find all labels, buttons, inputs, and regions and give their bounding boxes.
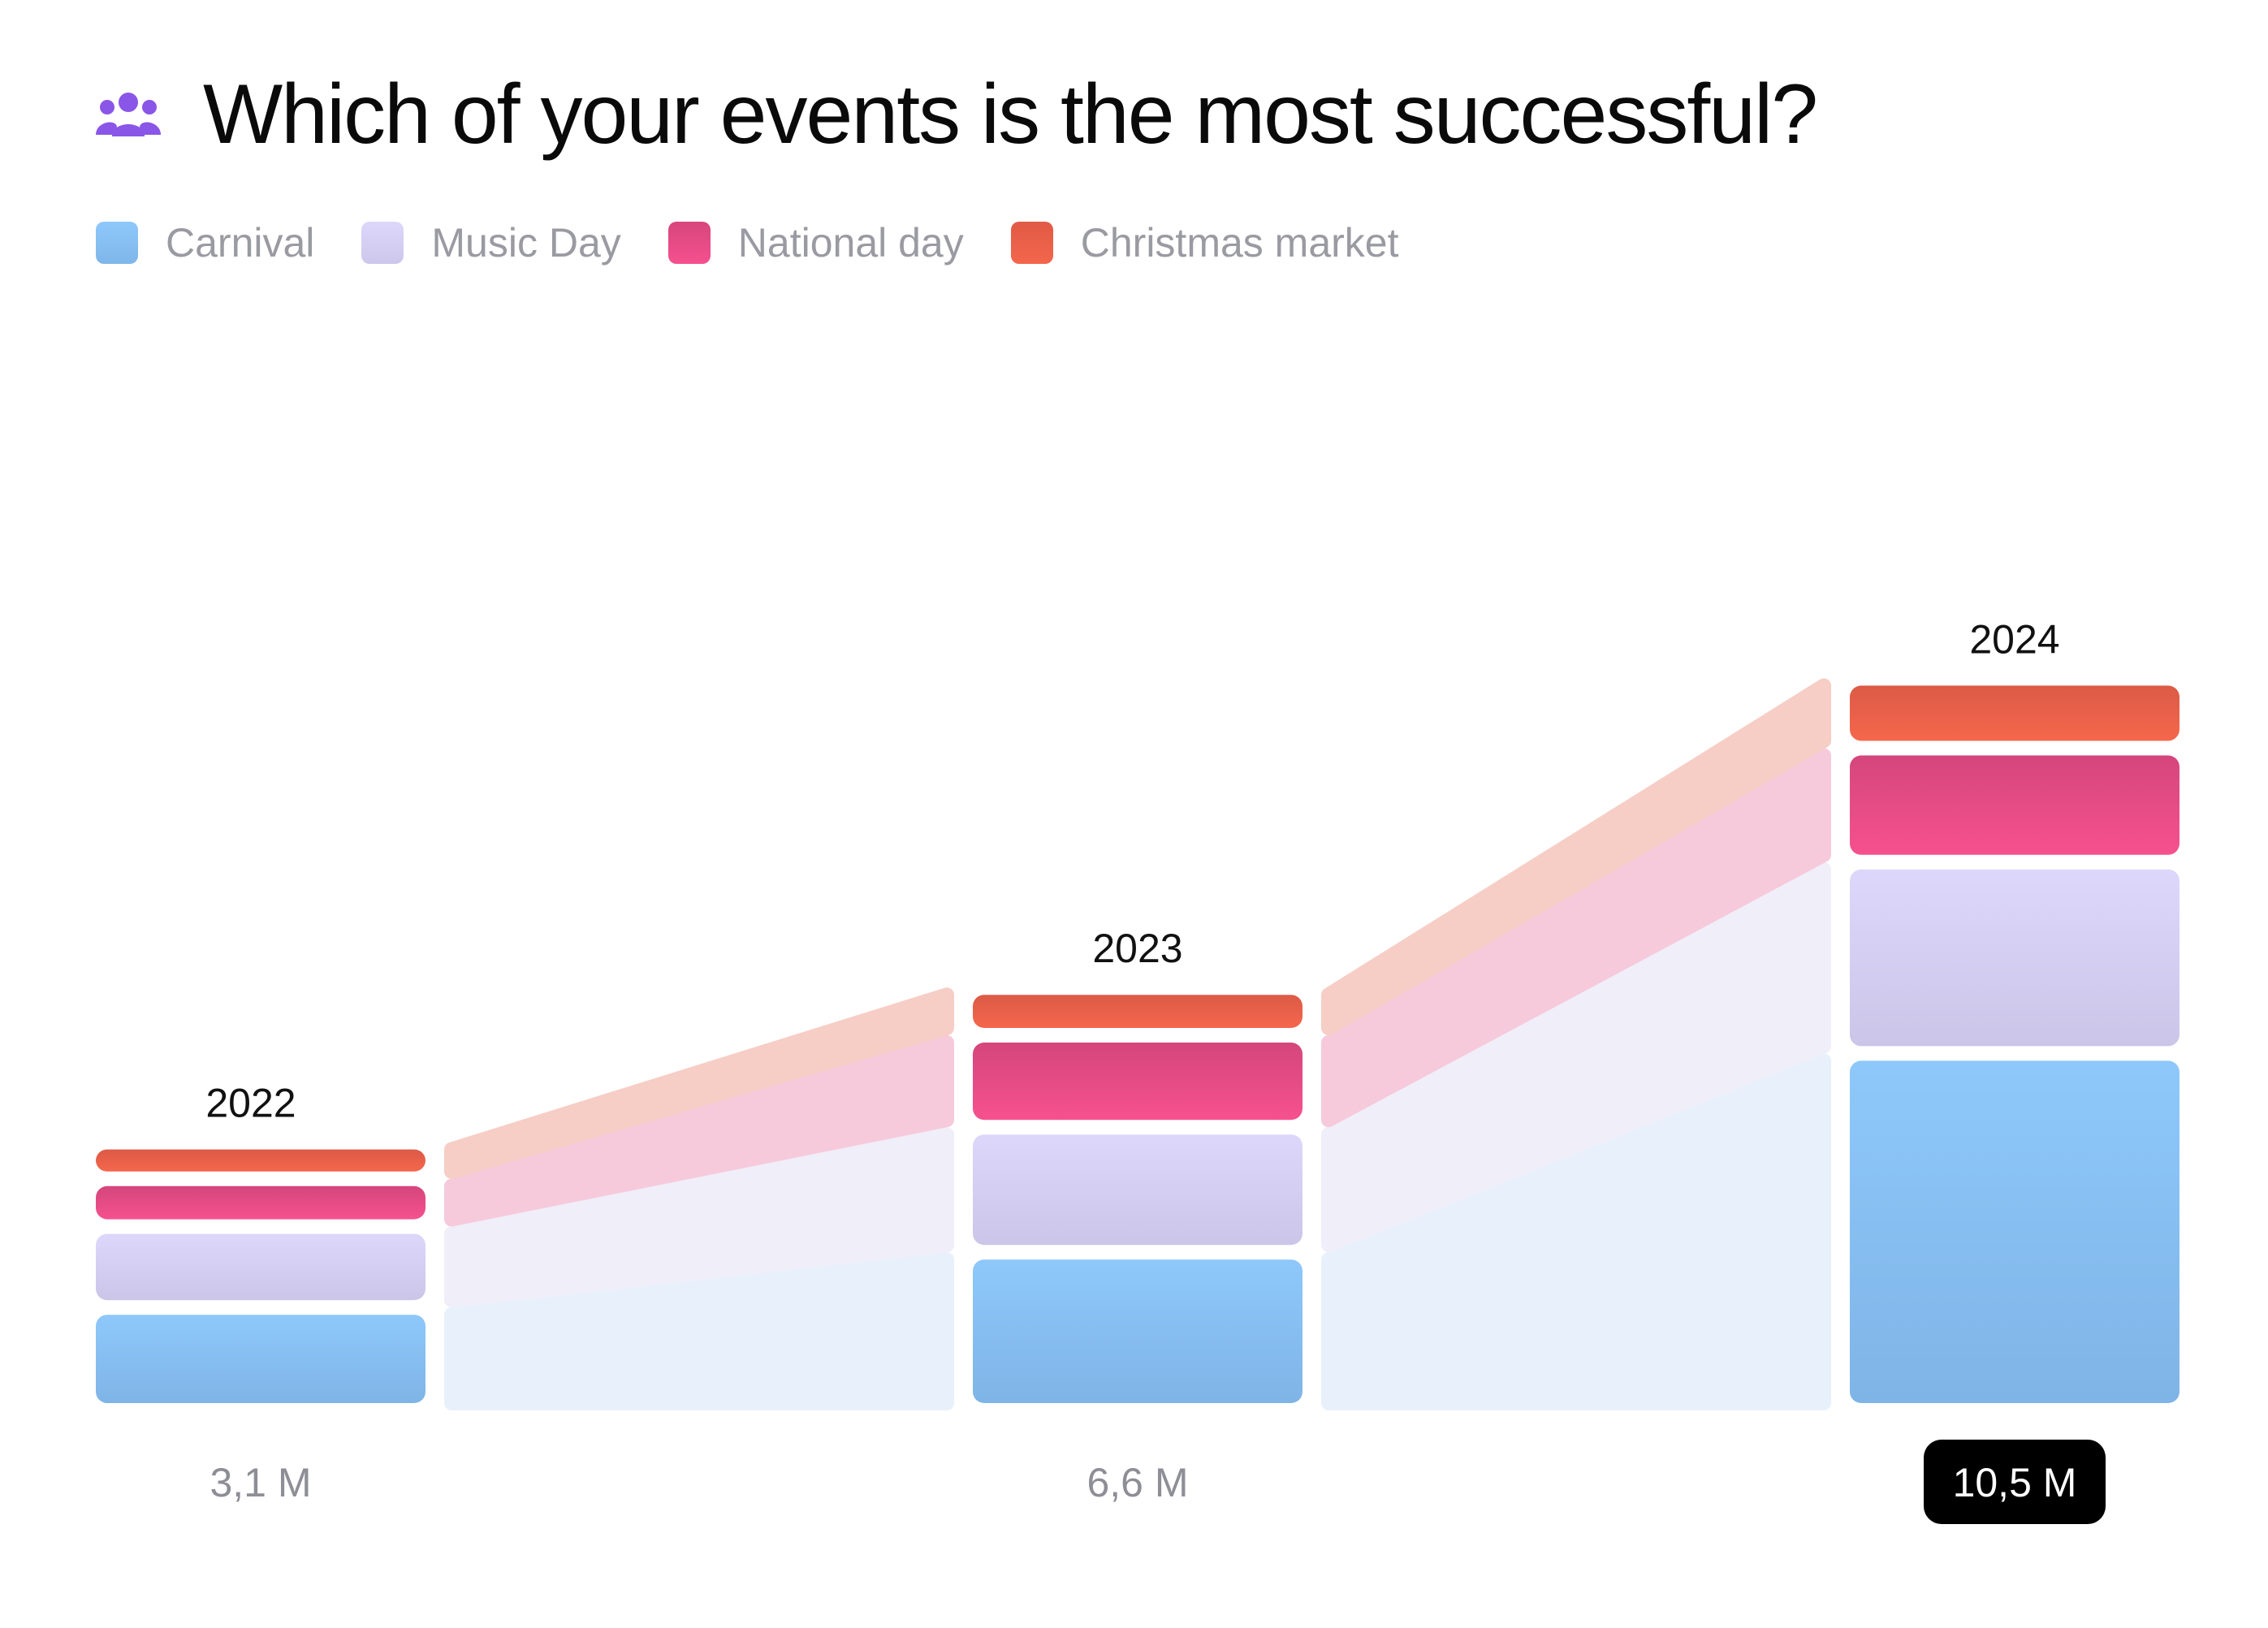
legend-label: Christmas market [1080, 220, 1399, 266]
legend-item-national-day: National day [667, 219, 964, 266]
legend-label: Music Day [431, 220, 621, 266]
flow-band-national-day [1321, 748, 1831, 1128]
bar-carnival-2024 [1850, 1060, 2179, 1403]
legend-label: National day [737, 220, 964, 266]
flow-band-carnival [444, 1252, 954, 1410]
year-label-2023: 2023 [1092, 926, 1182, 971]
total-label-2024: 10,5 M [1953, 1460, 2077, 1505]
total-badge [1924, 1440, 2106, 1524]
bar-music-day-2024 [1850, 869, 2179, 1047]
bar-carnival-2023 [973, 1259, 1302, 1403]
users-group-icon [96, 92, 161, 136]
flow-bands [444, 678, 1831, 1410]
legend-item-christmas-market: Christmas market [1010, 219, 1399, 266]
bar-carnival-2022 [96, 1315, 426, 1403]
bar-national-day-2023 [973, 1043, 1302, 1121]
year-label-2022: 2022 [205, 1081, 296, 1126]
total-label-2022: 3,1 M [210, 1460, 311, 1505]
year-label-2024: 2024 [1969, 616, 2059, 662]
flow-band-carnival [1321, 1053, 1831, 1410]
bar-music-day-2022 [96, 1233, 426, 1301]
legend-item-music-day: Music Day [361, 219, 621, 266]
bar-christmas-market-2022 [96, 1149, 426, 1172]
flow-band-national-day [444, 1035, 954, 1227]
legend-swatch [667, 222, 711, 264]
legend-swatch [96, 222, 138, 264]
chart-legend: Carnival Music Day National day Christma… [96, 219, 1445, 266]
chart-header: Which of your events is the most success… [96, 67, 1818, 163]
bar-christmas-market-2024 [1850, 685, 2179, 741]
page-title: Which of your events is the most success… [203, 67, 1818, 162]
bar-national-day-2022 [96, 1185, 426, 1220]
bars [96, 685, 2179, 1403]
flow-band-christmas-market [1321, 678, 1831, 1035]
legend-item-carnival: Carnival [96, 219, 314, 266]
labels: 2022 3,1 M 2023 6,6 M 2024 10,5 M [205, 616, 2106, 1524]
flow-band-music-day [444, 1127, 954, 1308]
bar-christmas-market-2023 [973, 995, 1302, 1028]
bar-music-day-2023 [973, 1134, 1302, 1246]
legend-swatch [1010, 222, 1053, 264]
legend-swatch [361, 222, 404, 264]
bar-national-day-2024 [1850, 755, 2179, 855]
flow-band-christmas-market [444, 987, 954, 1179]
flow-band-music-day [1321, 862, 1831, 1253]
total-label-2023: 6,6 M [1086, 1460, 1188, 1505]
legend-label: Carnival [166, 220, 315, 266]
